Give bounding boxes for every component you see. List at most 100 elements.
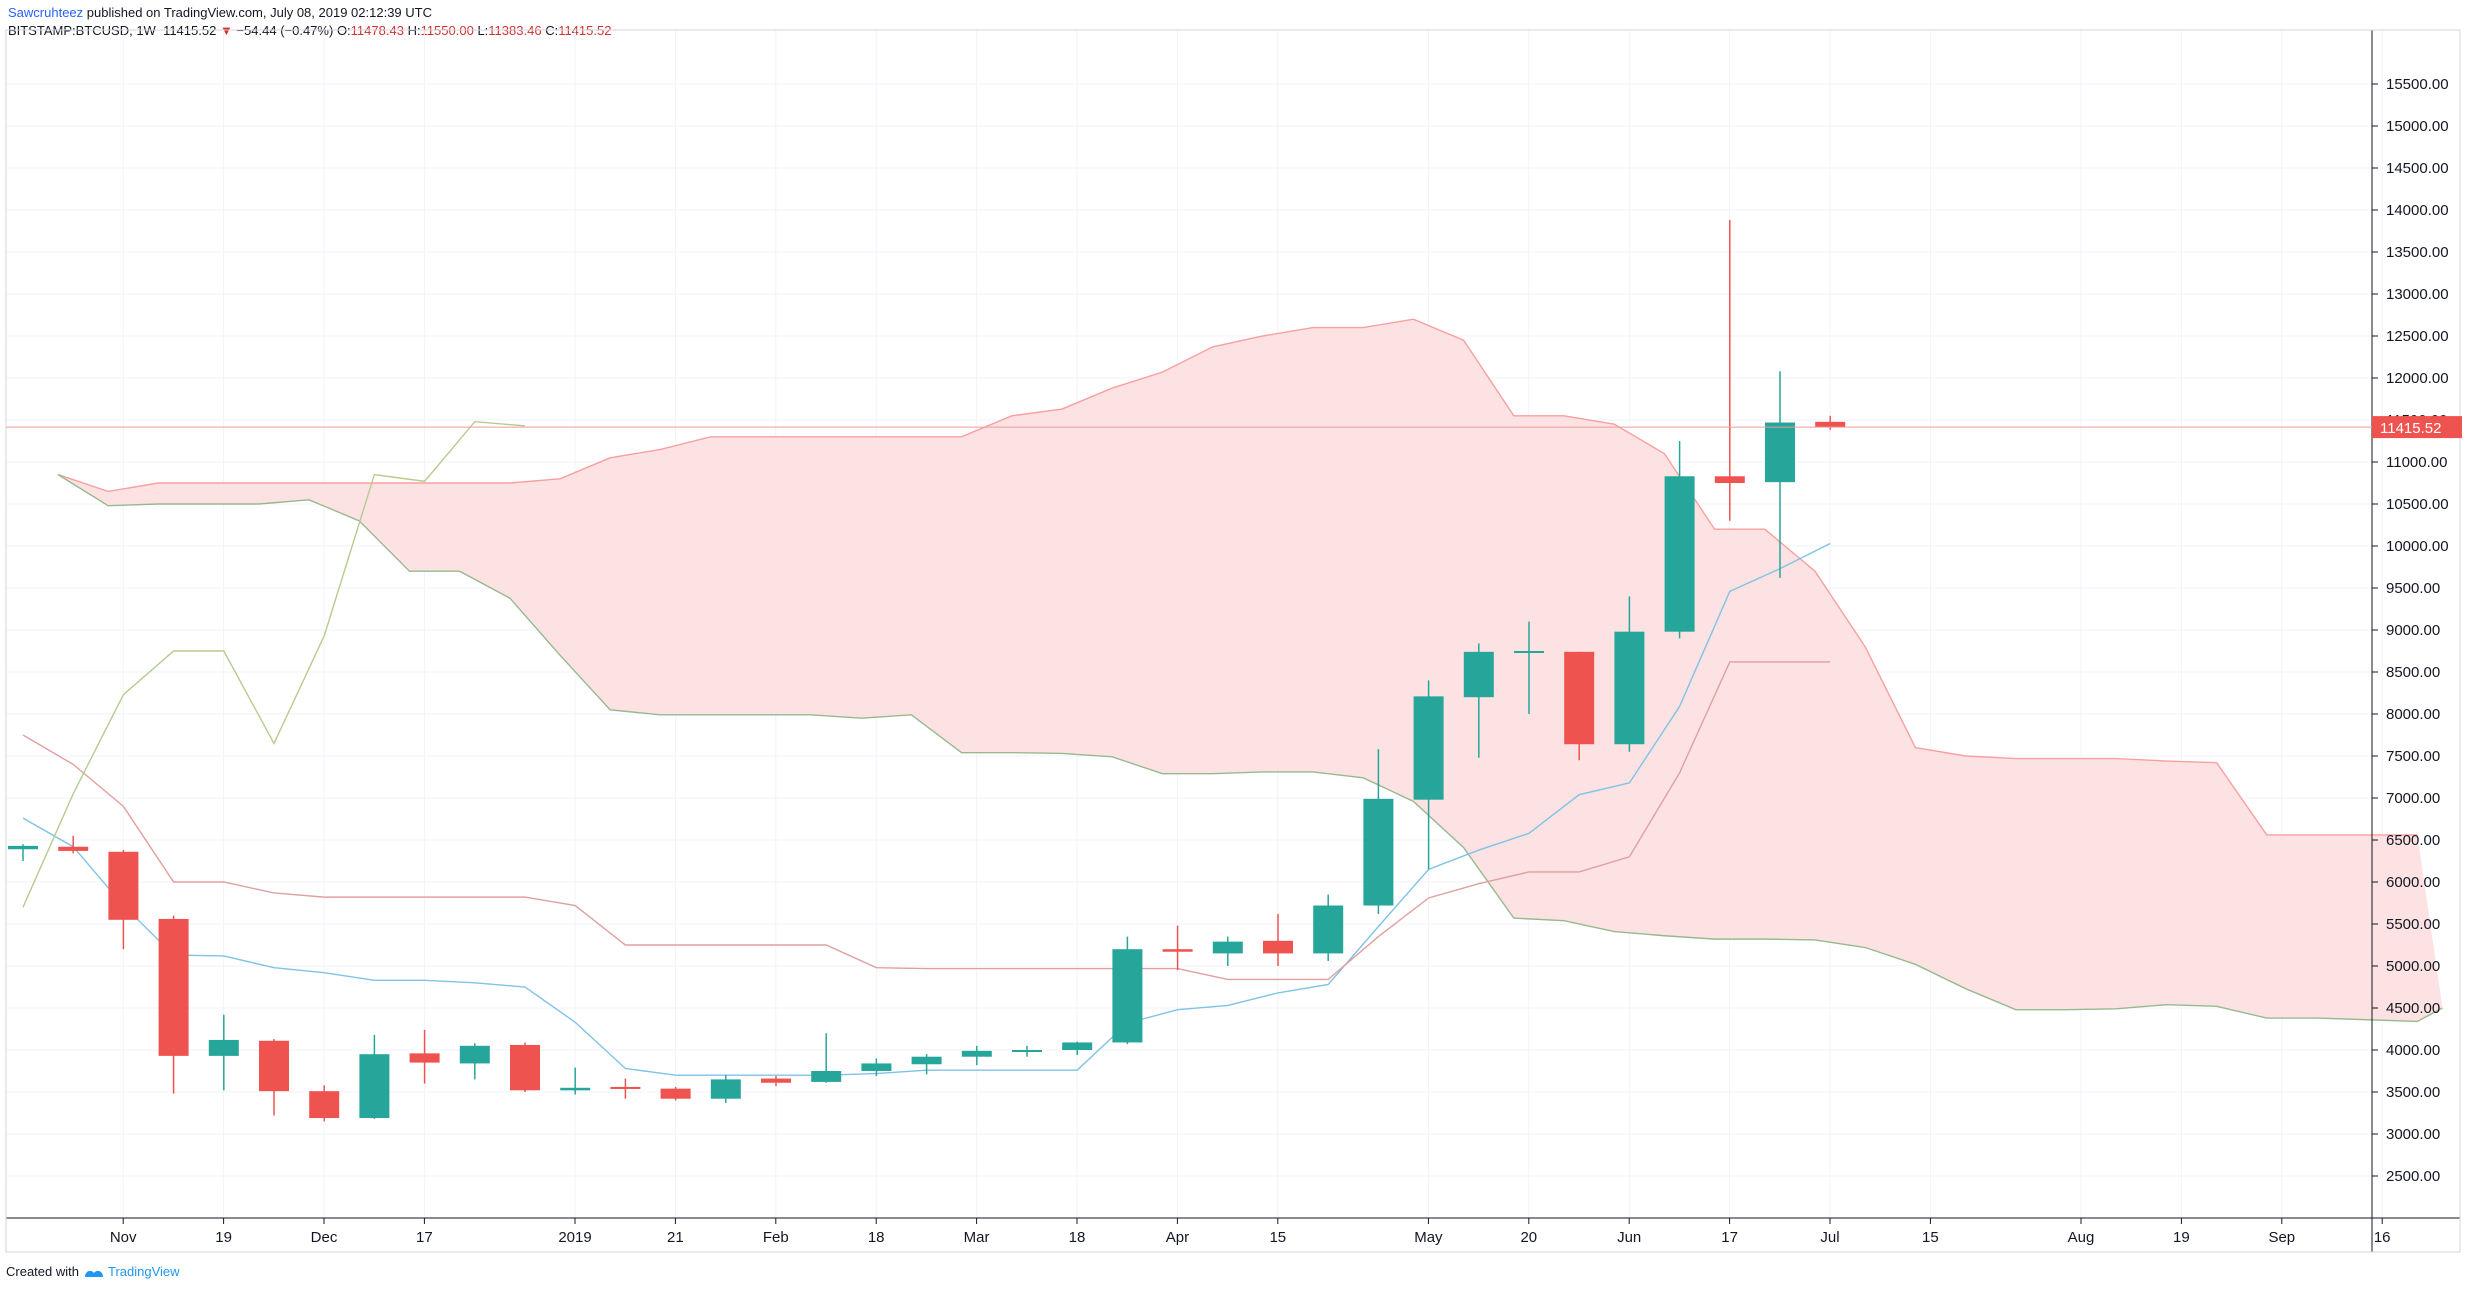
x-tick-label: Nov <box>110 1229 137 1246</box>
candle-body <box>1463 651 1494 698</box>
candle-body <box>208 1039 239 1056</box>
created-with-text: Created with <box>6 1264 79 1279</box>
author-link[interactable]: Sawcruhteez <box>8 5 84 20</box>
y-tick-label: 5500.00 <box>2386 916 2440 933</box>
candle-body <box>1664 476 1695 632</box>
tradingview-logo-icon <box>83 1267 105 1279</box>
y-tick-label: 6000.00 <box>2386 874 2440 891</box>
y-tick-label: 14500.00 <box>2386 160 2449 177</box>
publisher-line: Sawcruhteez published on TradingView.com… <box>8 4 611 22</box>
y-tick-label: 3000.00 <box>2386 1126 2440 1143</box>
candle-body <box>409 1053 440 1063</box>
last-price-badge <box>2372 416 2462 439</box>
candle-body <box>1514 651 1544 653</box>
y-tick-label: 13000.00 <box>2386 286 2449 303</box>
candle-body <box>1062 1042 1093 1050</box>
y-tick-label: 13500.00 <box>2386 244 2449 261</box>
y-tick-label: 3500.00 <box>2386 1084 2440 1101</box>
candle-body <box>259 1040 289 1092</box>
candle-body <box>459 1045 490 1064</box>
y-tick-label: 6500.00 <box>2386 832 2440 849</box>
x-tick-label: 17 <box>1721 1229 1738 1246</box>
candle-body <box>1012 1050 1042 1052</box>
ichimoku-cloud <box>58 319 2443 1022</box>
candle-body <box>1815 421 1846 428</box>
candle-body <box>58 846 89 851</box>
x-tick-label: Aug <box>2068 1229 2095 1246</box>
y-tick-label: 9000.00 <box>2386 622 2440 639</box>
x-tick-label: 17 <box>416 1229 433 1246</box>
candle-body <box>1313 905 1344 954</box>
candle-body <box>861 1063 892 1071</box>
last-price-marker: 11415.52 <box>6 416 2462 439</box>
candle-body <box>1212 941 1243 954</box>
y-tick-label: 14000.00 <box>2386 202 2449 219</box>
tradingview-link[interactable]: TradingView <box>108 1264 180 1279</box>
y-tick-label: 9500.00 <box>2386 580 2440 597</box>
candle-body <box>610 1086 641 1089</box>
x-tick-label: 2019 <box>558 1229 591 1246</box>
x-tick-label: Apr <box>1166 1229 1189 1246</box>
y-tick-label: 4500.00 <box>2386 1000 2440 1017</box>
candle-body <box>811 1071 842 1082</box>
candle-body <box>1765 422 1795 483</box>
y-tick-label: 10000.00 <box>2386 538 2449 555</box>
y-tick-label: 8000.00 <box>2386 706 2440 723</box>
senkou-span-a <box>57 318 2418 836</box>
axes: 2500.00 3000.00 3500.00 4000.00 4500.00 5000.… <box>5 29 2461 1253</box>
x-tick-label: Mar <box>964 1229 990 1246</box>
candle-body <box>710 1079 741 1099</box>
candle-body <box>1413 696 1444 800</box>
x-tick-label: 15 <box>1269 1229 1286 1246</box>
kumo-fill <box>58 319 2443 1022</box>
x-tick-label: Sep <box>2268 1229 2295 1246</box>
candle-body <box>1263 940 1293 954</box>
last-price-label: 11415.52 <box>2380 420 2441 437</box>
candle-body <box>1112 949 1143 1043</box>
candle-body <box>961 1050 992 1057</box>
x-tick-label: 16 <box>2374 1229 2391 1246</box>
y-tick-label: 7000.00 <box>2386 790 2440 807</box>
candle-body <box>1614 631 1645 745</box>
y-tick-label: 5000.00 <box>2386 958 2440 975</box>
y-tick-label: 10500.00 <box>2386 496 2449 513</box>
x-tick-label: Jul <box>1820 1229 1839 1246</box>
candle-body <box>8 845 38 850</box>
y-tick-label: 12500.00 <box>2386 328 2449 345</box>
candle-body <box>1363 798 1394 906</box>
x-tick-label: 18 <box>868 1229 885 1246</box>
x-tick-label: 21 <box>667 1229 684 1246</box>
candle-body <box>510 1044 540 1091</box>
x-tick-label: Feb <box>763 1229 789 1246</box>
candle-body <box>911 1056 942 1065</box>
x-tick-label: Dec <box>311 1229 338 1246</box>
y-tick-label: 4000.00 <box>2386 1042 2440 1059</box>
footer: Created with TradingView <box>6 1264 180 1279</box>
published-text: published on TradingView.com, July 08, 2… <box>86 5 432 20</box>
ichimoku-lines <box>22 318 2443 1076</box>
x-tick-label: Jun <box>1617 1229 1641 1246</box>
x-tick-label: May <box>1414 1229 1443 1246</box>
y-tick-label: 7500.00 <box>2386 748 2440 765</box>
y-tick-label: 2500.00 <box>2386 1168 2440 1185</box>
x-tick-label: 19 <box>215 1229 232 1246</box>
x-tick-label: 19 <box>2173 1229 2190 1246</box>
y-tick-label: 15500.00 <box>2386 76 2449 93</box>
x-tick-label: 18 <box>1069 1229 1086 1246</box>
y-tick-label: 8500.00 <box>2386 664 2440 681</box>
candle-body <box>761 1078 791 1083</box>
candle-body <box>560 1087 591 1091</box>
y-tick-label: 11000.00 <box>2386 454 2447 471</box>
candle-body <box>309 1091 340 1119</box>
candle-body <box>1564 651 1595 745</box>
x-tick-label: 15 <box>1922 1229 1939 1246</box>
x-tick-label: 20 <box>1520 1229 1537 1246</box>
candle-body <box>1714 476 1745 483</box>
chikou-span <box>22 420 526 908</box>
chart-frame <box>5 29 2461 1253</box>
candlesticks <box>8 220 1846 1122</box>
candle-body <box>158 918 189 1056</box>
senkou-span-b <box>57 474 2443 1023</box>
candle-body <box>1162 949 1193 952</box>
